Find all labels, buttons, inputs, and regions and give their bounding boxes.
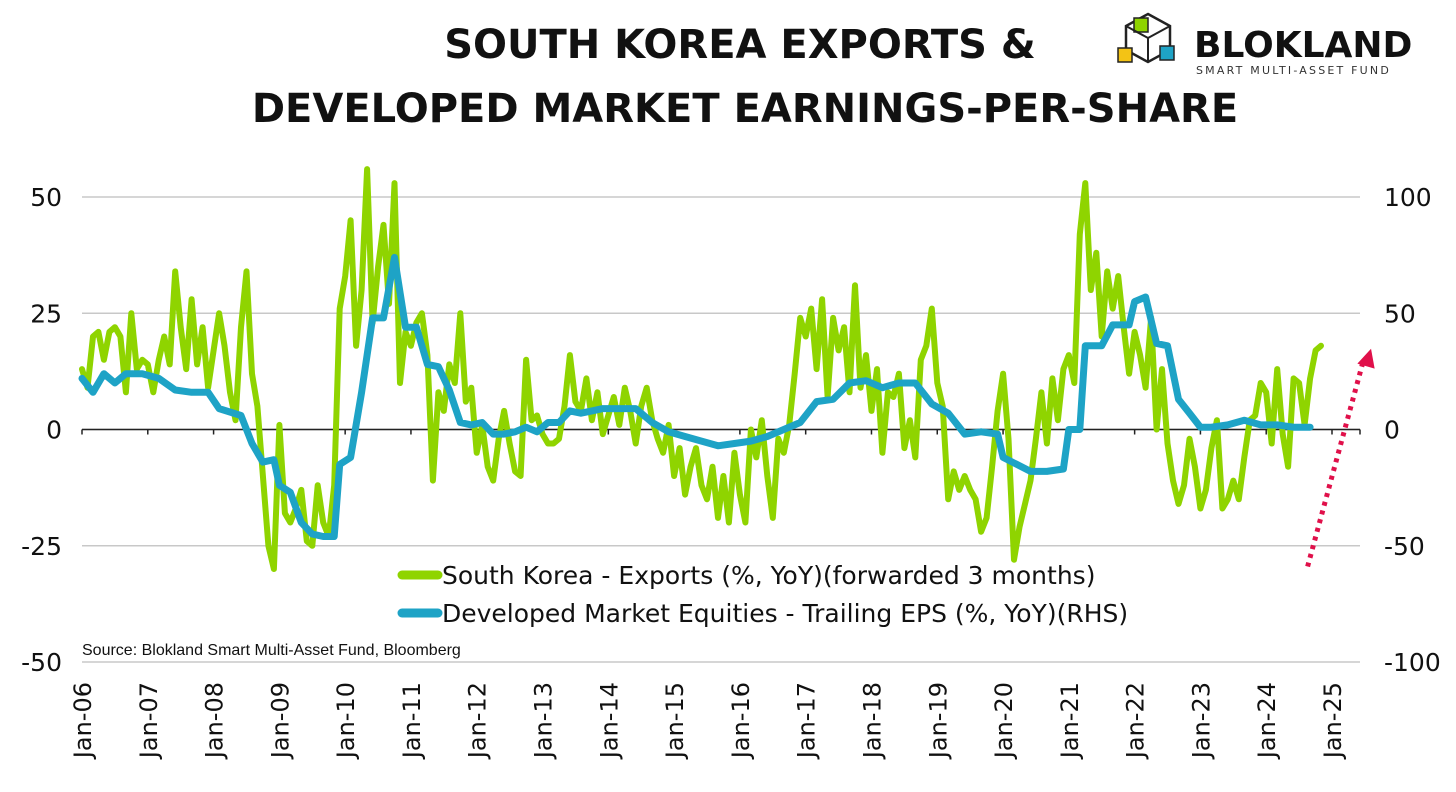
x-tick-label: Jan-09	[266, 682, 294, 760]
x-tick-label: Jan-08	[201, 682, 229, 760]
x-tick-label: Jan-19	[924, 682, 952, 760]
x-tick-label: Jan-06	[69, 682, 97, 760]
x-tick-label: Jan-17	[793, 682, 821, 760]
y-left-tick-label: 25	[30, 299, 62, 328]
source-note: Source: Blokland Smart Multi-Asset Fund,…	[82, 642, 461, 659]
series-line-eps	[78, 253, 1314, 540]
legend: South Korea - Exports (%, YoY)(forwarded…	[397, 561, 1128, 628]
axis-layer: 50 25 0 -25 -50 100 50 0 -50 -100 Jan-06 Jan-07 Jan-…	[21, 183, 1441, 760]
x-tick-label: Jan-22	[1122, 682, 1150, 760]
chart-title-line-1: SOUTH KOREA EXPORTS &	[444, 22, 1036, 68]
x-tick-label: Jan-23	[1187, 682, 1215, 760]
x-tick-label: Jan-11	[398, 682, 426, 760]
x-tick-label: Jan-18	[858, 682, 886, 760]
annotation-arrow-shaft	[1305, 361, 1366, 568]
x-tick-label: Jan-14	[595, 682, 623, 760]
x-tick-label: Jan-20	[990, 682, 1018, 760]
y-left-tick-label: -50	[21, 648, 62, 677]
legend-label-eps: Developed Market Equities - Trailing EPS…	[442, 599, 1128, 628]
brand-cube-icon	[1117, 12, 1175, 64]
y-left-tick-label: -25	[21, 532, 62, 561]
x-tick-label: Jan-25	[1319, 682, 1347, 760]
brand-name: BLOKLAND	[1194, 25, 1412, 66]
x-tick-label: Jan-13	[530, 682, 558, 760]
annotation-layer	[1305, 348, 1375, 568]
legend-label-exports: South Korea - Exports (%, YoY)(forwarded…	[442, 561, 1095, 590]
y-right-tick-label: -50	[1384, 532, 1425, 561]
brand-logo: BLOKLAND SMART MULTI-ASSET FUND	[1117, 12, 1412, 77]
x-tick-label: Jan-12	[464, 682, 492, 760]
x-tick-label: Jan-16	[727, 682, 755, 760]
annotation-arrow-head	[1357, 348, 1375, 369]
x-tick-label: Jan-21	[1056, 682, 1084, 760]
series-layer	[78, 166, 1324, 572]
x-tick-label: Jan-10	[332, 682, 360, 760]
x-tick-label: Jan-24	[1253, 682, 1281, 760]
chart-title-line-2: DEVELOPED MARKET EARNINGS-PER-SHARE	[252, 86, 1238, 132]
y-left-tick-label: 50	[30, 183, 62, 212]
x-tick-label: Jan-15	[661, 682, 689, 760]
y-right-tick-label: 0	[1384, 416, 1400, 445]
y-right-tick-label: 100	[1384, 183, 1432, 212]
brand-tagline: SMART MULTI-ASSET FUND	[1196, 64, 1391, 77]
y-left-tick-label: 0	[46, 416, 62, 445]
series-line-exports	[79, 166, 1324, 572]
y-right-tick-label: -100	[1384, 648, 1441, 677]
y-right-tick-label: 50	[1384, 299, 1416, 328]
x-tick-label: Jan-07	[135, 682, 163, 760]
